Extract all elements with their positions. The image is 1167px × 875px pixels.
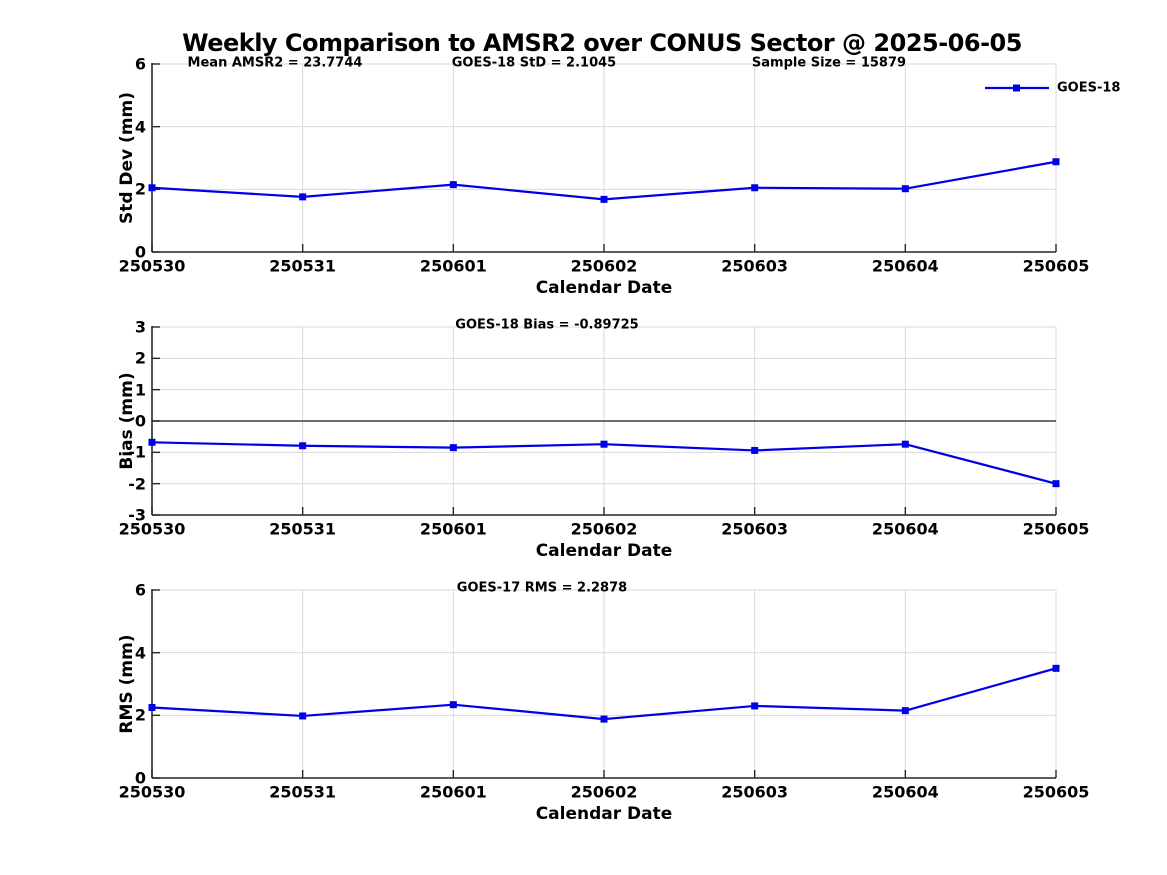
data-point-marker: [148, 184, 156, 192]
y-tick-label: 6: [134, 580, 146, 600]
x-tick-label: 250531: [269, 256, 337, 276]
data-point-marker: [751, 184, 759, 192]
legend-line-sample: [985, 84, 1049, 92]
data-point-marker: [299, 193, 307, 201]
x-tick-label: 250602: [570, 256, 638, 276]
y-tick-label: 4: [134, 643, 146, 663]
x-tick-label: 250603: [721, 782, 789, 802]
y-tick-label: 1: [134, 380, 146, 400]
x-tick-label: 250531: [269, 519, 337, 539]
figure-title: Weekly Comparison to AMSR2 over CONUS Se…: [182, 29, 1022, 57]
data-point-marker: [901, 185, 909, 193]
x-tick-label: 250604: [871, 519, 939, 539]
y-tick-label: 2: [134, 705, 146, 725]
y-tick-label: -3: [128, 505, 146, 525]
xlabel-bias: Calendar Date: [535, 541, 673, 561]
data-point-marker: [600, 440, 608, 448]
x-tick-label: 250602: [570, 782, 638, 802]
xlabel-std-dev: Calendar Date: [535, 278, 673, 298]
x-tick-label: 250530: [118, 782, 186, 802]
data-point-marker: [148, 438, 156, 446]
x-tick-label: 250604: [871, 256, 939, 276]
data-point-marker: [1052, 158, 1060, 166]
y-tick-label: 2: [134, 179, 146, 199]
data-point-marker: [901, 707, 909, 715]
x-tick-label: 250603: [721, 256, 789, 276]
legend-label: GOES-18: [1057, 80, 1121, 96]
data-point-marker: [148, 704, 156, 711]
x-tick-label: 250601: [419, 519, 487, 539]
data-point-marker: [600, 715, 608, 723]
annotation-goes18-bias: GOES-18 Bias = -0.89725: [455, 317, 639, 333]
ylabel-std-dev: Std Dev (mm): [117, 91, 137, 225]
annotation-goes18-std: GOES-18 StD = 2.1045: [451, 55, 617, 71]
y-tick-label: 4: [134, 117, 146, 137]
data-point-marker: [600, 195, 608, 203]
y-tick-label: 6: [134, 54, 146, 74]
y-tick-label: 0: [134, 411, 146, 431]
annotation-mean-amsr2: Mean AMSR2 = 23.7744: [187, 55, 363, 71]
x-tick-label: 250602: [570, 519, 638, 539]
data-point-marker: [1052, 480, 1060, 488]
x-tick-label: 250605: [1022, 782, 1090, 802]
x-tick-label: 250605: [1022, 519, 1090, 539]
data-point-marker: [299, 712, 307, 720]
data-point-marker: [901, 440, 909, 448]
annotation-goes17-rms: GOES-17 RMS = 2.2878: [456, 580, 628, 596]
xlabel-rms: Calendar Date: [535, 804, 673, 824]
x-tick-label: 250530: [118, 256, 186, 276]
y-tick-label: 2: [134, 348, 146, 368]
y-tick-label: 0: [134, 242, 146, 262]
x-tick-label: 250530: [118, 519, 186, 539]
data-point-marker: [449, 181, 457, 189]
y-tick-label: -1: [128, 442, 146, 462]
data-point-marker: [449, 701, 457, 709]
data-point-marker: [299, 442, 307, 450]
y-tick-label: 0: [134, 768, 146, 788]
data-point-marker: [449, 444, 457, 452]
y-tick-label: 3: [134, 317, 146, 337]
x-tick-label: 250605: [1022, 256, 1090, 276]
legend-marker-icon: [1013, 84, 1020, 92]
x-tick-label: 250603: [721, 519, 789, 539]
annotation-sample-size: Sample Size = 15879: [751, 55, 907, 71]
x-tick-label: 250601: [419, 256, 487, 276]
y-tick-label: -2: [128, 474, 146, 494]
data-point-marker: [1052, 664, 1060, 672]
x-tick-label: 250531: [269, 782, 337, 802]
x-tick-label: 250604: [871, 782, 939, 802]
x-tick-label: 250601: [419, 782, 487, 802]
data-point-marker: [751, 446, 759, 454]
data-point-marker: [751, 702, 759, 710]
